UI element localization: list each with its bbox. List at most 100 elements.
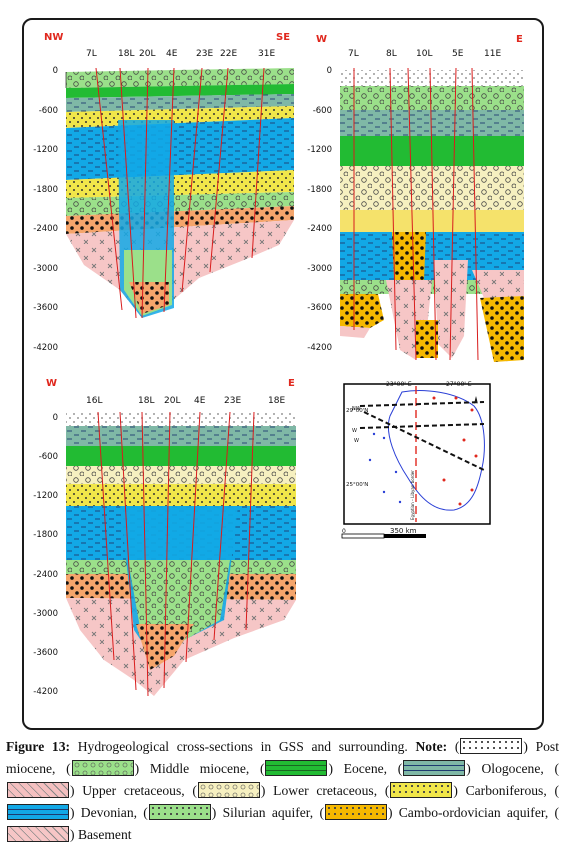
legend-swatch: [148, 804, 211, 820]
legend-label: Post miocene: [6, 739, 559, 776]
scale-bar-black: [384, 534, 426, 538]
legend-swatch: [324, 804, 387, 820]
section-w-label: W: [46, 378, 57, 389]
depth-tick: -600: [313, 106, 332, 116]
depth-tick: -2400: [33, 224, 58, 234]
figure-title: Hydrogeological cross-sections in GSS an…: [70, 739, 416, 754]
map-lat-label: 29°00'N: [346, 408, 368, 414]
depth-tick: -1200: [307, 145, 332, 155]
legend-swatch: [71, 760, 134, 776]
section-nw-label: NW: [44, 32, 63, 43]
depth-tick: -3000: [307, 264, 332, 274]
strata-w-e-bottom: [66, 412, 296, 696]
legend-label: Ologocene: [481, 761, 541, 776]
depth-tick: -4200: [33, 687, 58, 697]
faults-w-e-top: [353, 67, 479, 361]
scale-bar-white: [341, 533, 385, 539]
well-markers: [432, 396, 478, 506]
depth-tick: -2400: [307, 224, 332, 234]
cross-section-nw-se: NW SE 7L 18L 20L 4E 23E 22E 31E 0 -600 -…: [33, 32, 294, 353]
well-label: 8L: [386, 49, 397, 59]
depth-tick: 0: [53, 413, 58, 423]
faults-w-e-bottom: [97, 411, 255, 697]
well-label: 20L: [139, 49, 155, 59]
depth-tick: -3600: [33, 648, 58, 658]
figure-caption: Figure 13: Hydrogeological cross-section…: [6, 736, 559, 846]
strata-w-e-top: [340, 70, 524, 362]
well-labels-w-e-top: 7L 8L 10L 5E 11E: [348, 49, 501, 59]
section-line-2: [359, 423, 485, 429]
depth-tick: -3600: [307, 303, 332, 313]
legend-label: Eocene: [343, 761, 384, 776]
section-line-1: [359, 401, 485, 407]
well-label: 7L: [348, 49, 359, 59]
well-label: 20L: [164, 396, 180, 406]
north-arrow-icon: [474, 396, 478, 404]
legend-item: () Devonian,: [6, 783, 559, 820]
map-line-label: NW: [352, 406, 361, 412]
legend-list: () Post miocene, () Middle miocene, () E…: [6, 738, 559, 842]
legend-swatch: [265, 760, 328, 776]
legend-item: () Silurian aquifer,: [143, 804, 320, 820]
legend-swatch: [7, 804, 69, 820]
legend-label: Silurian aquifer: [222, 805, 310, 820]
depth-tick: -3000: [33, 609, 58, 619]
well-label: 22E: [220, 49, 237, 59]
well-label: 4E: [166, 49, 178, 59]
section-e-label: E: [516, 34, 523, 45]
well-label: 11E: [484, 49, 501, 59]
legend-item: () Post miocene,: [6, 738, 559, 776]
figure-svg: NW SE 7L 18L 20L 4E 23E 22E 31E 0 -600 -…: [33, 32, 524, 697]
map-lat-label: 25°00'N: [346, 482, 368, 488]
faults-nw-se: [95, 67, 265, 319]
well-labels-w-e-bottom: 16L 18L 20L 4E 23E 18E: [86, 396, 285, 406]
well-label: 31E: [258, 49, 275, 59]
note-label: Note:: [415, 739, 448, 754]
figure-frame: NW SE 7L 18L 20L 4E 23E 22E 31E 0 -600 -…: [22, 18, 544, 730]
well-label: 18L: [138, 396, 154, 406]
legend-label: Middle miocene: [149, 761, 246, 776]
section-se-label: SE: [276, 32, 290, 43]
map-lon-label: 23°00' E: [386, 381, 412, 388]
legend-swatch: [403, 760, 466, 776]
section-e-label: E: [288, 378, 295, 389]
scale-end-label: 350 km: [390, 527, 417, 535]
depth-tick: -600: [39, 106, 58, 116]
legend-item: () Upper cretaceous,: [6, 761, 559, 798]
depth-tick: -3000: [33, 264, 58, 274]
cross-section-w-e-bottom: W E 16L 18L 20L 4E 23E 18E 0 -600 -1200 …: [33, 378, 296, 697]
legend-item: () Cambo-ordovician aquifer,: [319, 804, 555, 820]
legend-label: Basement: [77, 827, 132, 842]
location-map: 23°00' E 27°00' E 29°00'N 25°00'N Egypti…: [341, 381, 491, 539]
well-label: 10L: [416, 49, 432, 59]
well-label: 18L: [118, 49, 134, 59]
depth-tick: -2400: [33, 570, 58, 580]
depth-tick: -1800: [307, 185, 332, 195]
depth-tick: -3600: [33, 303, 58, 313]
legend-label: Cambo-ordovician aquifer: [398, 805, 545, 820]
well-label: 16L: [86, 396, 102, 406]
depth-axis-nw-se: 0 -600 -1200 -1800 -2400 -3000 -3600 -42…: [33, 66, 58, 353]
cross-section-w-e-top: W E 7L 8L 10L 5E 11E 0 -600 -1200 -1800 …: [307, 34, 524, 362]
well-labels-nw-se: 7L 18L 20L 4E 23E 22E 31E: [86, 49, 275, 59]
map-border-label: Egyptian – Libyan border: [410, 470, 415, 520]
legend-item: () Carboniferous,: [384, 782, 555, 798]
depth-tick: -4200: [33, 343, 58, 353]
well-markers-blue: [368, 432, 402, 504]
legend-swatch: [390, 782, 453, 798]
legend-swatch: [460, 738, 523, 754]
depth-tick: -1800: [33, 530, 58, 540]
legend-label: Carboniferous: [465, 783, 544, 798]
depth-tick: -1200: [33, 491, 58, 501]
strata-nw-se: [65, 68, 294, 318]
depth-axis-w-e-top: 0 -600 -1200 -1800 -2400 -3000 -3600 -42…: [307, 66, 332, 353]
legend-label: Devonian: [80, 805, 134, 820]
depth-tick: 0: [53, 66, 58, 76]
legend-swatch: [7, 826, 69, 842]
map-line-label: W: [354, 438, 359, 444]
depth-tick: 0: [327, 66, 332, 76]
legend-label: Lower cretaceous: [273, 783, 374, 798]
legend-item: () Middle miocene,: [66, 760, 260, 776]
well-label: 18E: [268, 396, 285, 406]
legend-label: Upper cretaceous: [82, 783, 182, 798]
